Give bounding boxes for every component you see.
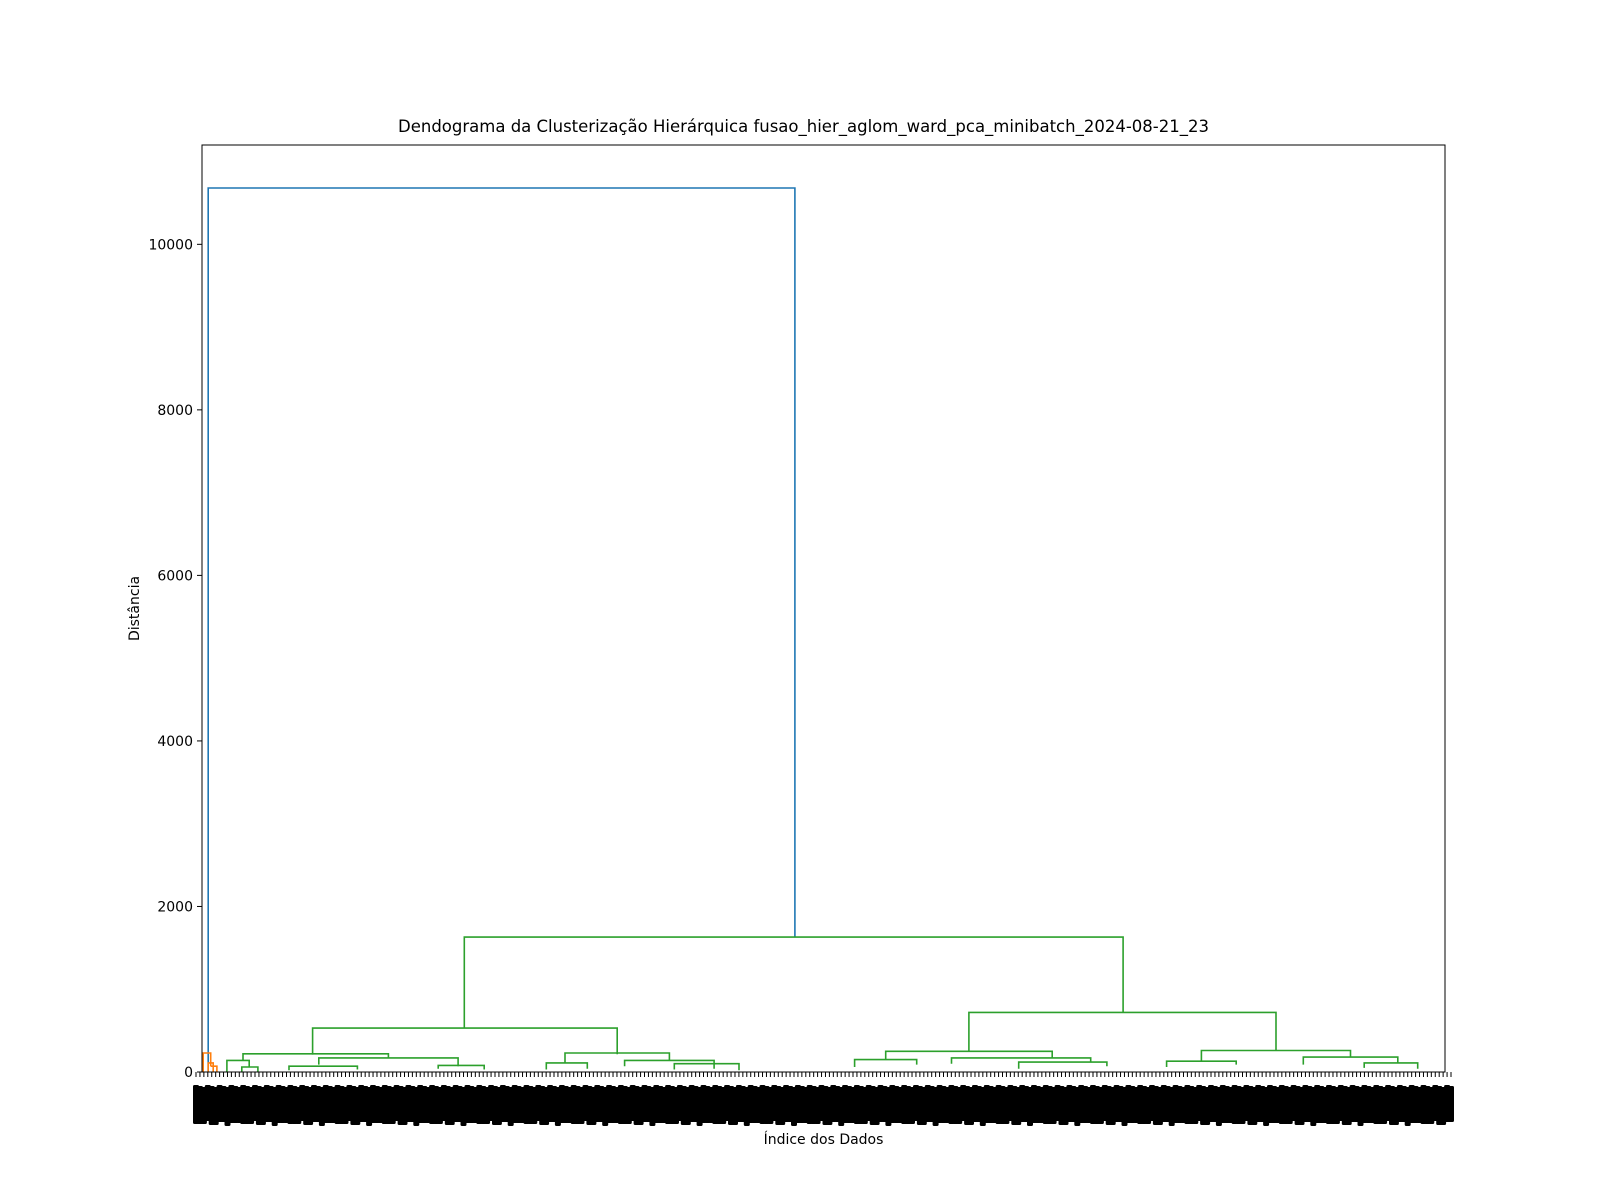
dendrogram-link-14 bbox=[623, 1059, 715, 1069]
dendrogram-link-16 bbox=[968, 1011, 1277, 1052]
dendrogram-link-13 bbox=[545, 1062, 589, 1070]
dendrogram-link-21 bbox=[1200, 1049, 1352, 1062]
dendrogram-link-23 bbox=[1302, 1056, 1399, 1065]
dendrogram-link-0 bbox=[207, 187, 796, 1072]
y-tick-label: 0 bbox=[184, 1065, 193, 1081]
dendrogram-link-3 bbox=[210, 1065, 218, 1072]
leaf-label bbox=[1448, 1086, 1454, 1122]
dendrogram-link-15 bbox=[673, 1062, 740, 1071]
dendrogram-link-5 bbox=[311, 1027, 619, 1055]
y-tick-label: 10000 bbox=[148, 237, 193, 253]
dendrogram-link-24 bbox=[1363, 1062, 1419, 1069]
dendrogram-link-19 bbox=[950, 1057, 1092, 1064]
y-tick-label: 6000 bbox=[157, 568, 193, 584]
dendrogram-link-22 bbox=[1165, 1060, 1237, 1067]
dendrogram-link-20 bbox=[1017, 1061, 1108, 1069]
y-tick-label: 8000 bbox=[157, 403, 193, 419]
dendrogram-link-6 bbox=[242, 1053, 390, 1061]
chart-title: Dendograma da Clusterização Hierárquica … bbox=[398, 117, 1209, 137]
dendrogram-link-9 bbox=[317, 1057, 459, 1067]
y-axis: 0 2000 4000 6000 8000 10000 bbox=[148, 237, 202, 1081]
y-tick-label: 2000 bbox=[157, 899, 193, 915]
dendrogram-link-2 bbox=[207, 1062, 214, 1072]
dendrogram-link-12 bbox=[564, 1052, 671, 1063]
dendrogram-link-18 bbox=[853, 1058, 918, 1067]
plot-frame bbox=[201, 144, 1446, 1073]
y-tick-label: 4000 bbox=[157, 734, 193, 750]
y-axis-label: Distância bbox=[127, 576, 143, 641]
dendrogram-link-17 bbox=[884, 1050, 1053, 1060]
dendrogram-link-4 bbox=[463, 936, 1124, 1029]
x-axis-label: Índice dos Dados bbox=[764, 1131, 884, 1148]
dendrogram-link-8 bbox=[241, 1066, 259, 1072]
dendrogram-link-11 bbox=[437, 1064, 486, 1070]
dendrogram-links bbox=[202, 187, 1419, 1072]
leaf-label-band bbox=[193, 1072, 1454, 1126]
dendrogram-link-7 bbox=[226, 1059, 250, 1072]
dendrogram-link-1 bbox=[202, 1052, 212, 1072]
dendrogram-link-10 bbox=[288, 1065, 359, 1071]
